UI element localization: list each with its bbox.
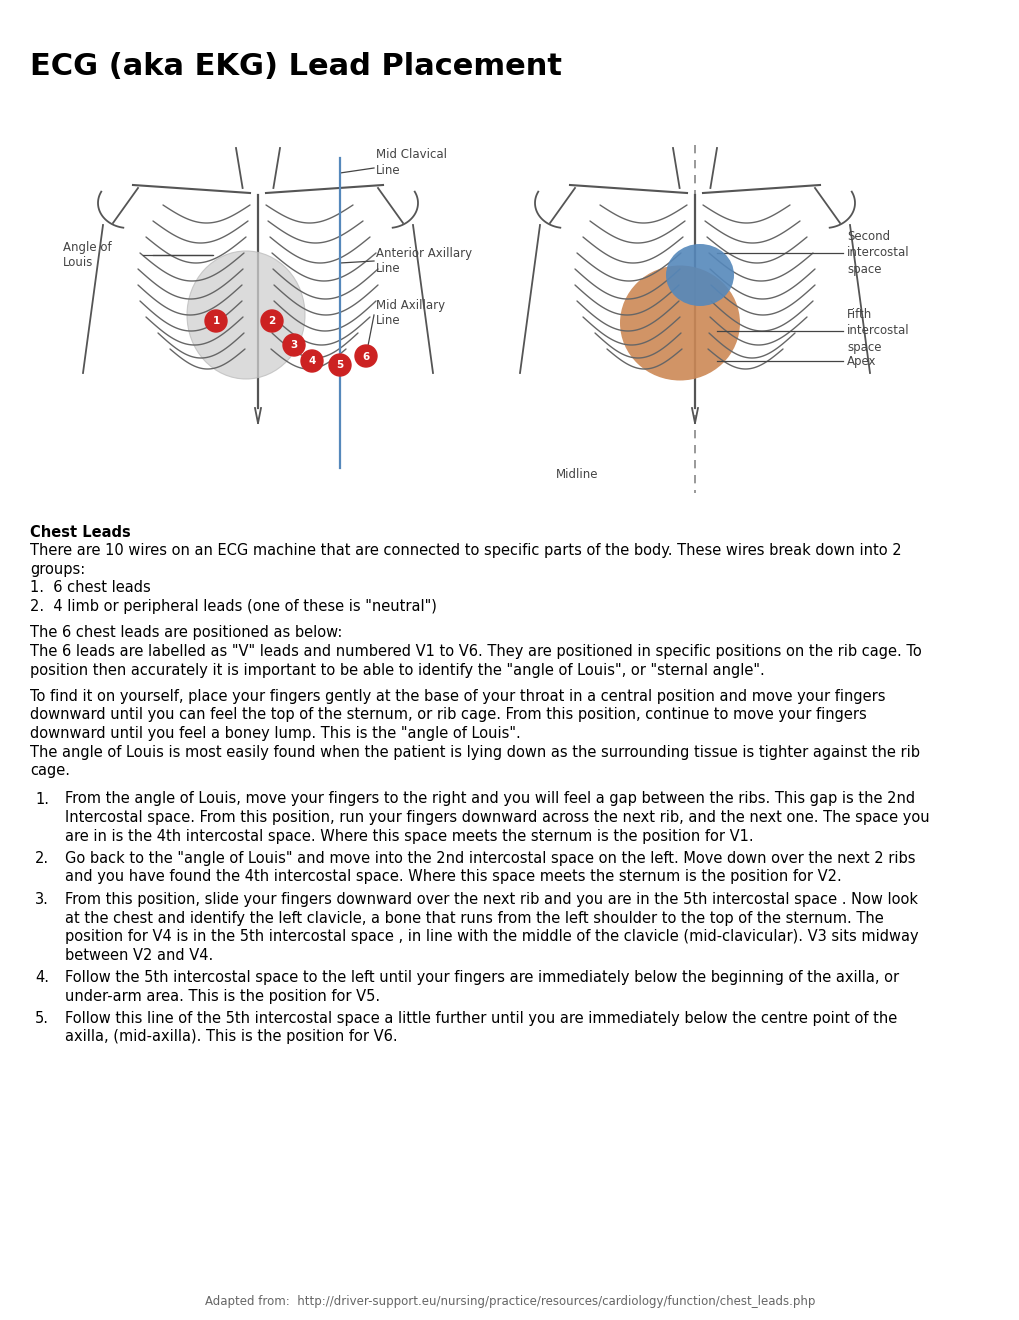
Text: Adapted from:  http://driver-support.eu/nursing/practice/resources/cardiology/fu: Adapted from: http://driver-support.eu/n…: [205, 1295, 814, 1308]
Text: 3.: 3.: [35, 892, 49, 907]
Text: Anterior Axillary
Line: Anterior Axillary Line: [376, 247, 472, 276]
Text: Mid Axillary
Line: Mid Axillary Line: [376, 298, 444, 327]
Text: Chest Leads: Chest Leads: [30, 525, 130, 540]
Text: position for V4 is in the 5th intercostal space , in line with the middle of the: position for V4 is in the 5th intercosta…: [65, 929, 918, 944]
Text: Follow this line of the 5th intercostal space a little further until you are imm: Follow this line of the 5th intercostal …: [65, 1011, 897, 1026]
Text: 1: 1: [212, 317, 219, 326]
Text: under-arm area. This is the position for V5.: under-arm area. This is the position for…: [65, 989, 380, 1003]
Text: Mid Clavical
Line: Mid Clavical Line: [376, 149, 446, 177]
Text: From the angle of Louis, move your fingers to the right and you will feel a gap : From the angle of Louis, move your finge…: [65, 792, 914, 807]
Text: To find it on yourself, place your fingers gently at the base of your throat in : To find it on yourself, place your finge…: [30, 689, 884, 704]
Text: and you have found the 4th intercostal space. Where this space meets the sternum: and you have found the 4th intercostal s…: [65, 870, 841, 884]
Text: downward until you feel a boney lump. This is the "angle of Louis".: downward until you feel a boney lump. Th…: [30, 726, 521, 741]
Text: 6: 6: [362, 351, 369, 362]
Text: Intercostal space. From this position, run your fingers downward across the next: Intercostal space. From this position, r…: [65, 810, 928, 825]
Text: 2.  4 limb or peripheral leads (one of these is "neutral"): 2. 4 limb or peripheral leads (one of th…: [30, 599, 436, 614]
Text: 4: 4: [308, 356, 315, 367]
Text: 5: 5: [336, 360, 343, 371]
Text: groups:: groups:: [30, 562, 86, 577]
Text: Apex: Apex: [846, 355, 875, 367]
Circle shape: [261, 310, 282, 333]
Text: There are 10 wires on an ECG machine that are connected to specific parts of the: There are 10 wires on an ECG machine tha…: [30, 544, 901, 558]
Text: ECG (aka EKG) Lead Placement: ECG (aka EKG) Lead Placement: [30, 51, 561, 81]
Circle shape: [282, 334, 305, 356]
Circle shape: [301, 350, 323, 372]
Text: Fifth
intercostal
space: Fifth intercostal space: [846, 309, 909, 354]
Ellipse shape: [665, 244, 734, 306]
Text: between V2 and V4.: between V2 and V4.: [65, 948, 213, 962]
Text: Angle of
Louis: Angle of Louis: [63, 240, 111, 269]
Text: 4.: 4.: [35, 970, 49, 985]
Circle shape: [355, 345, 377, 367]
Text: Go back to the "angle of Louis" and move into the 2nd intercostal space on the l: Go back to the "angle of Louis" and move…: [65, 851, 915, 866]
Text: axilla, (mid-axilla). This is the position for V6.: axilla, (mid-axilla). This is the positi…: [65, 1030, 397, 1044]
Text: 5.: 5.: [35, 1011, 49, 1026]
Circle shape: [205, 310, 227, 333]
Text: 2.: 2.: [35, 851, 49, 866]
Ellipse shape: [620, 265, 739, 380]
Text: 3: 3: [290, 341, 298, 351]
Text: The angle of Louis is most easily found when the patient is lying down as the su: The angle of Louis is most easily found …: [30, 744, 919, 759]
Text: 1.: 1.: [35, 792, 49, 807]
Text: From this position, slide your fingers downward over the next rib and you are in: From this position, slide your fingers d…: [65, 892, 917, 907]
Text: are in is the 4th intercostal space. Where this space meets the sternum is the p: are in is the 4th intercostal space. Whe…: [65, 829, 753, 843]
Text: 2: 2: [268, 317, 275, 326]
Text: Follow the 5th intercostal space to the left until your fingers are immediately : Follow the 5th intercostal space to the …: [65, 970, 898, 985]
Text: 1.  6 chest leads: 1. 6 chest leads: [30, 581, 151, 595]
Text: position then accurately it is important to be able to identify the "angle of Lo: position then accurately it is important…: [30, 663, 764, 677]
Text: Midline: Midline: [555, 469, 598, 480]
Text: cage.: cage.: [30, 763, 70, 777]
Text: Second
intercostal
space: Second intercostal space: [846, 231, 909, 276]
Text: The 6 chest leads are positioned as below:: The 6 chest leads are positioned as belo…: [30, 626, 342, 640]
Text: The 6 leads are labelled as "V" leads and numbered V1 to V6. They are positioned: The 6 leads are labelled as "V" leads an…: [30, 644, 921, 659]
Ellipse shape: [186, 251, 305, 379]
Text: downward until you can feel the top of the sternum, or rib cage. From this posit: downward until you can feel the top of t…: [30, 708, 866, 722]
Text: at the chest and identify the left clavicle, a bone that runs from the left shou: at the chest and identify the left clavi…: [65, 911, 882, 925]
Circle shape: [329, 354, 351, 376]
